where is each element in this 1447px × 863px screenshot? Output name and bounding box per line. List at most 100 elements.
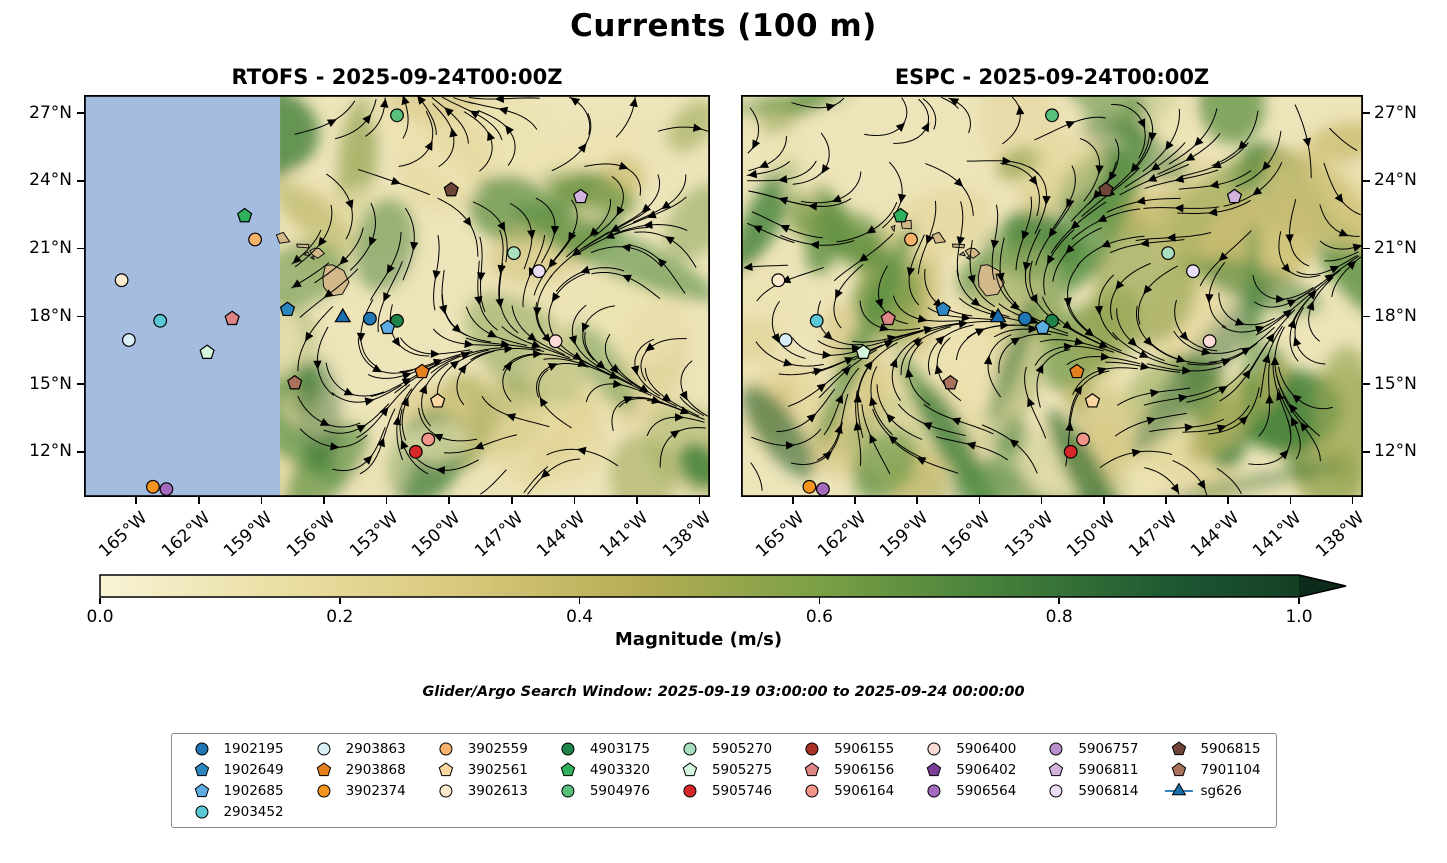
- y-tick-mark: [77, 112, 84, 114]
- argo-marker-7901104: [942, 374, 959, 390]
- legend-label: 5906155: [834, 741, 895, 757]
- colorbar-label: Magnitude (m/s): [614, 629, 783, 650]
- float-marker-icon: [317, 742, 331, 756]
- argo-marker-5906811: [572, 188, 589, 204]
- y-tick-mark: [1363, 451, 1370, 453]
- colorbar: [99, 574, 1348, 602]
- colorbar-tick-label: 0.4: [566, 607, 594, 627]
- argo-marker-2903863: [778, 333, 793, 347]
- legend-label: 5906815: [1200, 741, 1261, 757]
- argo-marker-1902195: [363, 311, 377, 326]
- legend-label: 5906402: [956, 762, 1017, 778]
- argo-marker-1902649: [935, 301, 951, 317]
- legend-entry-3902561: 3902561: [431, 762, 528, 778]
- island: [890, 224, 896, 233]
- colorbar-tick-mark: [339, 598, 341, 604]
- float-marker-icon: [561, 784, 575, 798]
- legend-entry-5904976: 5904976: [553, 783, 650, 799]
- legend-label: 7901104: [1200, 762, 1261, 778]
- y-tick-mark: [77, 315, 84, 318]
- y-tick-mark: [77, 180, 84, 182]
- legend-entry-3902374: 3902374: [309, 783, 406, 799]
- x-tick-mark: [1040, 497, 1043, 504]
- argo-marker-5905275: [855, 344, 871, 359]
- x-tick-mark: [1289, 497, 1292, 504]
- x-tick-mark: [511, 497, 513, 504]
- argo-marker-5906156: [880, 310, 896, 326]
- legend-entry-3902559: 3902559: [431, 741, 528, 757]
- float-marker-icon: [194, 742, 208, 756]
- island: [309, 255, 315, 261]
- legend-label: 4903175: [589, 741, 650, 757]
- y-tick-mark: [1363, 247, 1370, 250]
- argo-marker-5905746: [1063, 444, 1078, 459]
- legend-column: 1902195 1902649 1902685 2903452: [186, 741, 284, 820]
- argo-marker-5905270: [507, 246, 521, 261]
- x-tick-mark: [698, 497, 701, 504]
- x-tick-mark: [448, 497, 450, 504]
- island: [951, 243, 966, 249]
- argo-marker-5906156: [224, 310, 240, 326]
- legend-entry-5905746: 5905746: [675, 783, 772, 799]
- argo-marker-5905746: [408, 444, 423, 459]
- glider-marker-icon: [1164, 783, 1193, 796]
- float-marker-icon: [438, 762, 453, 777]
- legend-entry-5906400: 5906400: [919, 741, 1016, 757]
- x-tick-mark: [385, 497, 388, 504]
- float-marker-icon: [194, 783, 209, 798]
- colorbar-tick-label: 0.0: [86, 607, 114, 627]
- legend-entry-5906156: 5906156: [797, 762, 894, 778]
- argo-marker-1902649: [279, 301, 296, 317]
- espc-map: [741, 95, 1363, 497]
- island: [965, 255, 971, 261]
- x-tick-mark: [1165, 497, 1167, 504]
- argo-marker-5906400: [548, 334, 563, 349]
- x-tick-mark: [916, 497, 918, 504]
- argo-marker-3902561: [430, 392, 446, 408]
- subplot-title-espc: ESPC - 2025-09-24T00:00Z: [894, 65, 1210, 89]
- legend-entry-sg626: sg626: [1163, 783, 1260, 799]
- legend-column: 5906815 7901104 sg626: [1163, 741, 1261, 799]
- argo-marker-2903868: [414, 363, 430, 379]
- legend-label: 5906811: [1078, 762, 1139, 778]
- float-marker-icon: [561, 742, 575, 756]
- legend-column: 3902559 3902561 3902613: [431, 741, 528, 799]
- x-tick-mark: [792, 497, 794, 504]
- argo-marker-3902613: [114, 273, 129, 288]
- colorbar-tick-mark: [1058, 598, 1060, 604]
- x-tick-mark: [1227, 497, 1229, 504]
- legend-column: 2903863 2903868 3902374: [309, 741, 406, 799]
- legend-label: 5906814: [1078, 783, 1139, 799]
- argo-marker-1902685: [379, 319, 396, 335]
- float-marker-icon: [805, 742, 819, 756]
- x-tick-mark: [198, 497, 200, 504]
- legend-entry-5906757: 5906757: [1041, 741, 1138, 757]
- legend: 1902195 1902649 1902685 2903452 2903863 29038…: [170, 733, 1277, 828]
- argo-marker-1902195: [1018, 311, 1032, 326]
- float-marker-icon: [682, 762, 698, 777]
- argo-marker-4903320: [892, 207, 909, 223]
- legend-label: 1902649: [223, 762, 284, 778]
- legend-label: 5905275: [711, 762, 773, 778]
- legend-entry-5906811: 5906811: [1041, 762, 1138, 778]
- float-marker-icon: [1049, 742, 1063, 756]
- y-tick-label: 15°N: [1374, 373, 1417, 394]
- y-tick-label: 27°N: [29, 102, 72, 123]
- no-data-region: [84, 95, 281, 497]
- float-marker-icon: [560, 762, 576, 777]
- legend-entry-2903863: 2903863: [309, 741, 406, 757]
- colorbar-tick-mark: [1298, 598, 1300, 604]
- island: [931, 231, 947, 244]
- legend-column: 4903175 4903320 5904976: [553, 741, 650, 799]
- float-marker-icon: [1171, 741, 1186, 756]
- argo-marker-5906814: [1186, 264, 1200, 279]
- float-marker-icon: [439, 742, 453, 756]
- argo-marker-3902559: [904, 232, 918, 247]
- legend-label: 5906156: [834, 762, 895, 778]
- x-tick-mark: [260, 497, 263, 504]
- legend-label: 1902685: [223, 783, 284, 799]
- legend-entry-4903320: 4903320: [553, 762, 650, 778]
- legend-label: 4903320: [589, 762, 650, 778]
- subplot-title-rtofs: RTOFS - 2025-09-24T00:00Z: [231, 65, 563, 89]
